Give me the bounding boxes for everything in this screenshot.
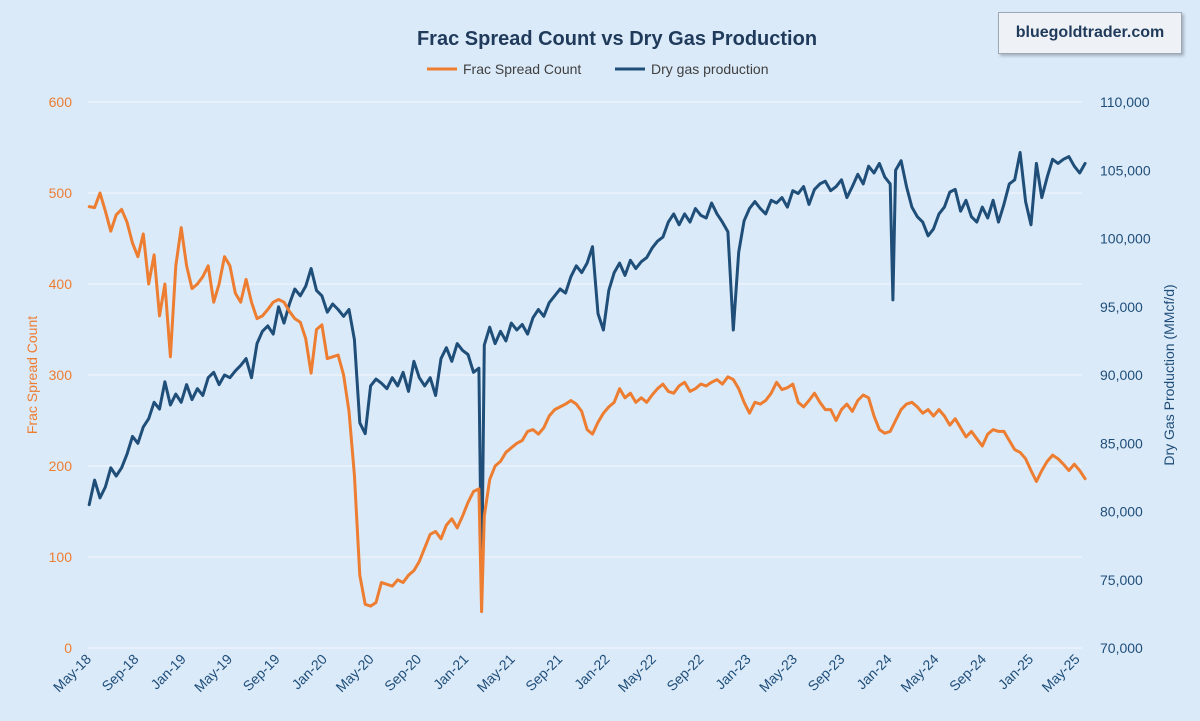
gridlines	[88, 101, 1082, 649]
x-tick-label: Sep-20	[381, 651, 424, 694]
left-tick-label: 200	[49, 458, 73, 474]
left-axis-label: Frac Spread Count	[24, 316, 40, 434]
series-line-frac-spread-count	[87, 191, 1087, 614]
right-tick-label: 100,000	[1100, 231, 1151, 247]
right-tick-label: 110,000	[1100, 94, 1150, 110]
right-tick-label: 70,000	[1100, 640, 1143, 656]
x-tick-label: May-24	[897, 651, 941, 695]
x-tick-label: May-23	[756, 651, 800, 695]
left-tick-label: 500	[49, 185, 73, 201]
right-tick-label: 85,000	[1100, 435, 1143, 451]
x-tick-label: Sep-18	[98, 651, 141, 694]
right-tick-label: 80,000	[1100, 504, 1143, 520]
x-tick-label: May-25	[1038, 651, 1082, 695]
x-tick-label: Jan-21	[430, 651, 472, 693]
x-tick-label: May-20	[332, 651, 376, 695]
left-tick-label: 300	[49, 367, 73, 383]
series-line-dry-gas-production	[87, 151, 1087, 589]
right-tick-label: 75,000	[1100, 572, 1143, 588]
x-tick-label: Jan-24	[853, 651, 895, 693]
x-tick-label: Sep-23	[804, 651, 847, 694]
legend: Frac Spread Count Dry gas production	[427, 61, 769, 77]
x-tick-label: May-22	[615, 651, 659, 695]
x-tick-label: May-21	[474, 651, 518, 695]
left-tick-label: 0	[64, 640, 72, 656]
x-tick-label: May-19	[191, 651, 235, 695]
chart-title: Frac Spread Count vs Dry Gas Production	[417, 28, 817, 50]
right-tick-label: 105,000	[1100, 162, 1151, 178]
x-tick-label: Sep-21	[522, 651, 565, 694]
series-layer	[87, 151, 1087, 614]
x-tick-label: Sep-22	[663, 651, 706, 694]
x-tick-label: Jan-20	[288, 651, 330, 693]
watermark-text: bluegoldtrader.com	[1015, 24, 1165, 41]
left-tick-label: 100	[49, 549, 73, 565]
watermark-box: bluegoldtrader.com	[998, 12, 1182, 54]
legend-label-gas: Dry gas production	[651, 61, 769, 77]
right-tick-label: 95,000	[1100, 299, 1143, 315]
x-tick-label: May-18	[50, 651, 94, 695]
right-axis-label: Dry Gas Production (MMcf/d)	[1161, 284, 1177, 465]
x-tick-label: Jan-22	[571, 651, 613, 693]
left-tick-label: 400	[49, 276, 73, 292]
left-axis-ticks: 0 100 200 300 400 500 600	[49, 94, 73, 656]
x-tick-label: Jan-23	[712, 651, 754, 693]
x-tick-label: Jan-25	[995, 651, 1037, 693]
x-tick-label: Jan-19	[147, 651, 189, 693]
legend-label-frac: Frac Spread Count	[463, 61, 581, 77]
left-tick-label: 600	[49, 94, 73, 110]
x-tick-label: Sep-24	[946, 651, 989, 694]
x-axis-ticks: May-18 Sep-18 Jan-19 May-19 Sep-19 Jan-20 May-…	[50, 651, 1083, 695]
x-tick-label: Sep-19	[240, 651, 283, 694]
right-axis-ticks: 70,000 75,000 80,000 85,000 90,000 95,000 100,…	[1100, 94, 1151, 656]
right-tick-label: 90,000	[1100, 367, 1143, 383]
